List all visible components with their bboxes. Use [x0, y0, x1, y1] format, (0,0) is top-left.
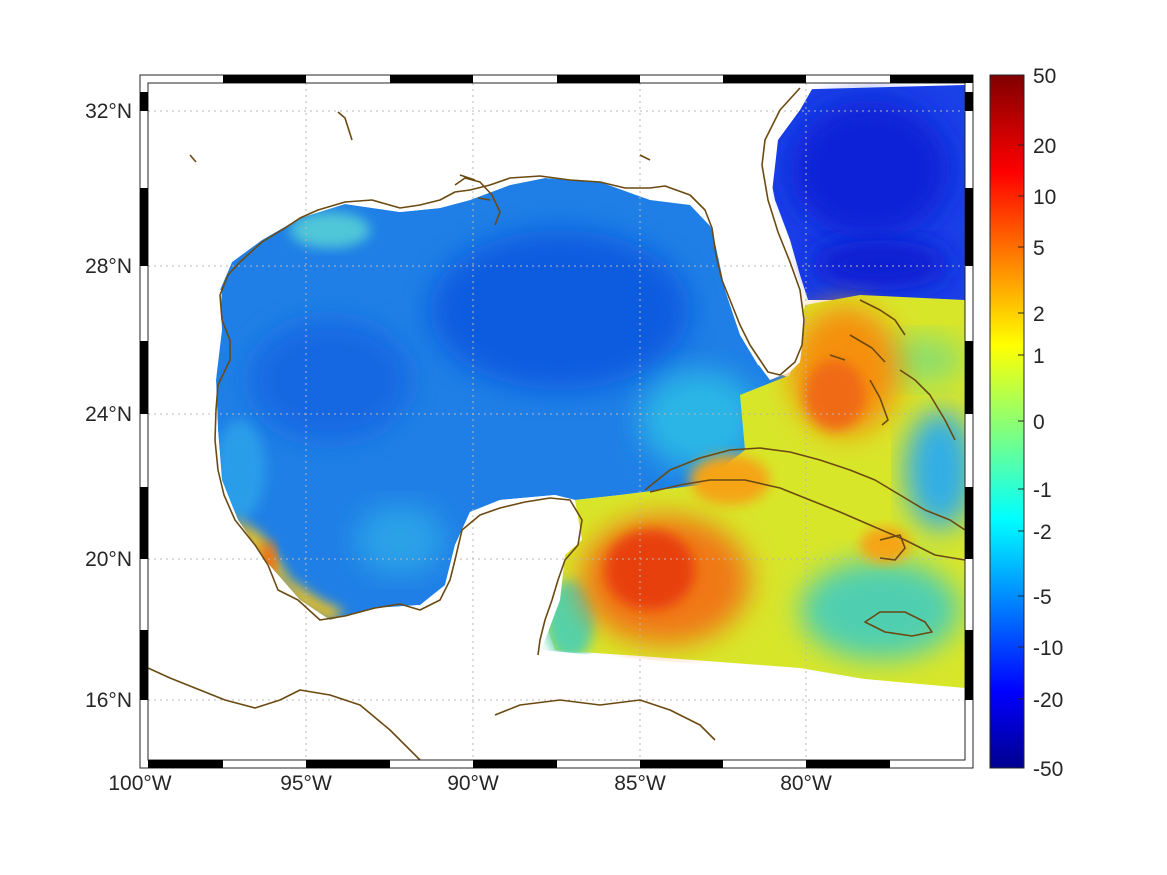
colorbar-label: -5	[1033, 586, 1052, 609]
frame-segment	[965, 92, 973, 111]
caribbean-cool-patch	[905, 410, 965, 530]
colorbar: 50 20 10 5 2 1 0 -1 -2 -5 -10 -20 -50	[989, 65, 1063, 781]
frame-segment	[223, 75, 306, 83]
colorbar-label: 0	[1033, 411, 1045, 434]
colorbar-ticks	[1018, 144, 1024, 700]
frame-segment	[965, 630, 973, 700]
bahamas-coastline	[829, 299, 956, 441]
colorbar-label: 2	[1033, 303, 1045, 326]
mexico-land	[148, 290, 560, 760]
frame-segment	[965, 188, 973, 266]
frame-segment	[890, 75, 973, 83]
frame-segment	[557, 75, 640, 83]
frame-segment	[140, 487, 148, 559]
frame-segment	[390, 75, 473, 83]
haiti-coastline	[879, 534, 906, 561]
colorbar-label: -20	[1033, 689, 1063, 712]
lon-tick-label: 100°W	[108, 772, 171, 795]
coastlines	[148, 87, 965, 760]
florida-land	[690, 84, 815, 380]
frame-segment	[140, 188, 148, 266]
lat-tick-label: 32°N	[85, 100, 132, 123]
hot-spot-yucatan-core	[605, 530, 695, 610]
frame-segment	[640, 760, 723, 768]
colorbar-label: -2	[1033, 521, 1052, 544]
mexico-coast-warm	[230, 515, 345, 622]
map-frame	[139, 74, 974, 769]
colorbar-label: 10	[1033, 186, 1056, 209]
yucatan-land	[430, 495, 582, 660]
us-land	[148, 83, 770, 290]
honduras-coastline	[494, 699, 716, 741]
frame-segment	[140, 341, 148, 414]
lon-tick-labels: 100°W 95°W 90°W 85°W 80°W	[108, 772, 832, 795]
lat-tick-label: 20°N	[85, 548, 132, 571]
hot-spot-haiti	[860, 527, 910, 563]
frame-segment	[148, 760, 223, 768]
frame-segment	[965, 487, 973, 559]
atlantic-dark-patch	[790, 100, 950, 240]
colorbar-label: 5	[1033, 237, 1045, 260]
frame-segment	[306, 760, 390, 768]
gulf-light-patch	[355, 505, 445, 575]
gulf-dark-patch	[430, 230, 690, 390]
cuba-coastline	[644, 447, 965, 561]
lat-tick-label: 24°N	[85, 403, 132, 426]
mexico-gulf-coastline	[214, 294, 583, 656]
frame-segment	[473, 760, 557, 768]
central-america-sea-mask	[540, 650, 965, 760]
caribbean-cool-patch	[800, 560, 960, 660]
data-field	[148, 83, 965, 760]
jamaica-coastline	[864, 611, 933, 637]
mississippi-delta	[454, 177, 501, 226]
gulf-dark-patch	[250, 320, 410, 440]
colorbar-label: -1	[1033, 479, 1052, 502]
colorbar-label: 20	[1033, 135, 1056, 158]
lon-tick-label: 80°W	[780, 772, 832, 795]
hot-spot-bahamas-core	[805, 360, 865, 430]
lat-tick-label: 28°N	[85, 255, 132, 278]
lat-tick-label: 16°N	[85, 689, 132, 712]
frame-segment	[723, 75, 806, 83]
colorbar-label: 50	[1033, 65, 1056, 88]
lon-tick-label: 90°W	[447, 772, 499, 795]
lat-tick-labels: 32°N 28°N 24°N 20°N 16°N	[85, 100, 132, 712]
colorbar-label: 1	[1033, 345, 1045, 368]
gulf-light-patch	[640, 370, 760, 470]
frame-segment	[965, 341, 973, 414]
gulf-light-patch	[290, 212, 370, 248]
colorbar-label: -50	[1033, 758, 1063, 781]
central-america-coastline	[148, 667, 421, 760]
frame-segment	[140, 92, 148, 111]
lon-tick-label: 95°W	[280, 772, 332, 795]
lon-tick-label: 85°W	[614, 772, 666, 795]
frame-segment	[806, 760, 890, 768]
frame-segment	[140, 630, 148, 700]
atlantic-dark-patch	[810, 240, 950, 290]
colorbar-label: -10	[1033, 637, 1063, 660]
us-gulf-coastline	[219, 87, 805, 376]
inland-lakes	[189, 111, 651, 181]
